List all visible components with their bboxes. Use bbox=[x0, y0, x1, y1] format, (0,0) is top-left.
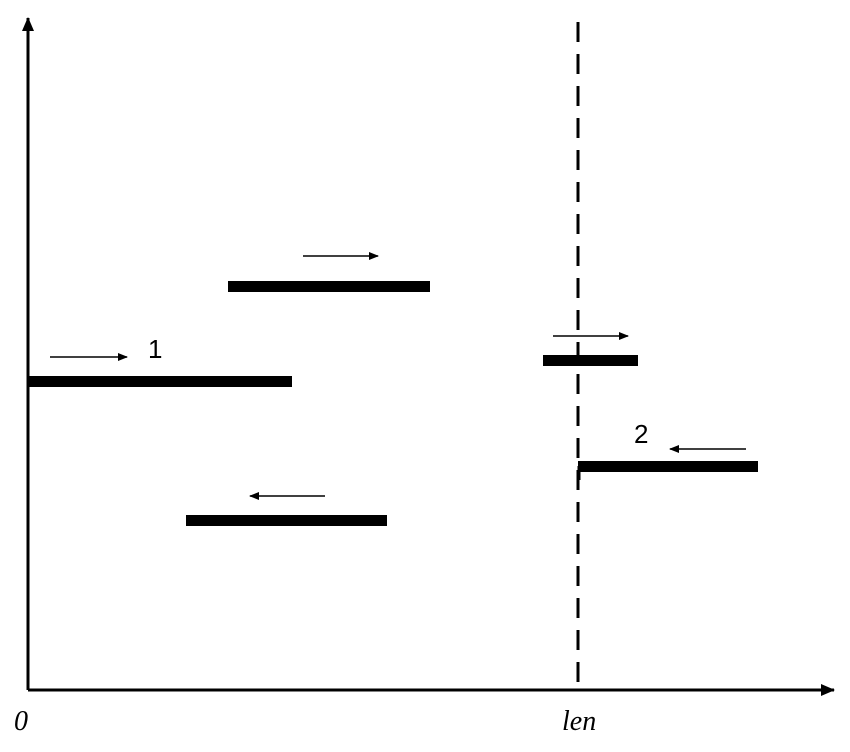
segment-bar bbox=[228, 281, 430, 292]
segment-label-1: 1 bbox=[148, 334, 162, 364]
segment-bar-1 bbox=[28, 376, 292, 387]
segment-bar-2 bbox=[578, 461, 758, 472]
len-label: len bbox=[562, 706, 596, 737]
segment-label-2: 2 bbox=[634, 419, 648, 449]
segment-bar bbox=[543, 355, 638, 366]
segment-bar bbox=[186, 515, 387, 526]
origin-label: 0 bbox=[14, 706, 28, 737]
